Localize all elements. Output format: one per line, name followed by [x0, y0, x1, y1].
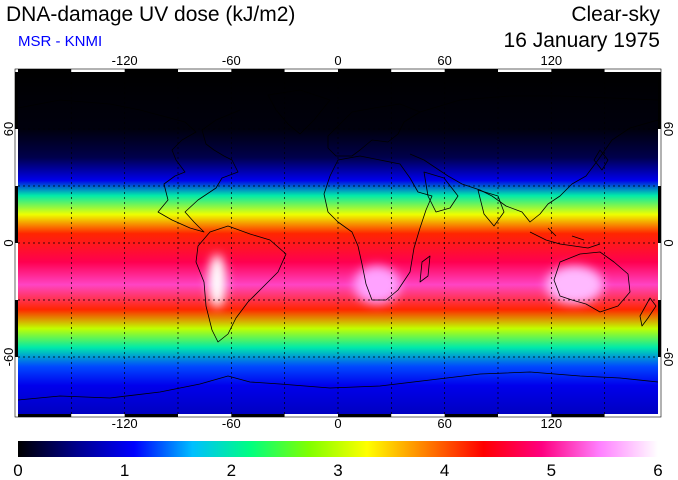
coastlines	[17, 89, 659, 401]
frame-band-left	[15, 129, 18, 186]
frame-band-top	[444, 69, 498, 72]
frame-band-bottom	[338, 414, 392, 417]
coast-africa	[323, 155, 433, 301]
frame-band-right	[658, 300, 661, 357]
lon-label-top: 120	[540, 53, 562, 68]
frame-band-bottom	[284, 414, 338, 417]
frame-band-bottom	[124, 414, 178, 417]
high-dose-patches	[208, 254, 603, 308]
coast-antarctica	[17, 371, 659, 401]
frame-band-bottom	[444, 414, 498, 417]
lat-label-right: -60	[661, 348, 676, 367]
frame-band-top	[604, 69, 658, 72]
frame-band-bottom	[604, 414, 658, 417]
frame-band-right	[658, 186, 661, 243]
map-subtitle: MSR - KNMI	[18, 33, 103, 50]
coast-australia	[553, 251, 631, 313]
colorbar-tick-3: 3	[333, 461, 342, 480]
lon-label-bottom: -60	[222, 416, 241, 431]
frame-band-top	[338, 69, 392, 72]
sky-condition-label: Clear-sky	[571, 3, 660, 26]
coast-greenland	[267, 89, 331, 135]
map-frame	[14, 68, 662, 418]
coast-japan	[593, 149, 609, 171]
coast-arabia	[423, 171, 459, 213]
frame-band-left	[15, 186, 18, 243]
lon-label-bottom: -120	[112, 416, 138, 431]
frame-band-top	[124, 69, 178, 72]
coast-asia	[409, 95, 659, 223]
latitude-labels-left: 60 0 -60	[1, 122, 16, 367]
patch-australia	[546, 265, 603, 304]
map-title: DNA-damage UV dose (kJ/m2)	[6, 3, 296, 26]
patch-southern-africa	[354, 265, 401, 304]
lat-label-left: -60	[1, 348, 16, 367]
lat-label-left: 60	[1, 122, 16, 136]
longitude-labels-top: -120 -60 0 60 120	[112, 53, 563, 68]
coast-europe	[327, 103, 421, 157]
frame-border	[14, 68, 662, 418]
coast-indonesia	[529, 227, 601, 249]
lat-label-left: 0	[1, 239, 16, 246]
frame-band-top	[231, 69, 285, 72]
frame-band-top	[551, 69, 605, 72]
frame-band-bottom	[18, 414, 72, 417]
frame-band-top	[498, 69, 552, 72]
coast-south-america	[195, 225, 287, 343]
date-label: 16 January 1975	[503, 29, 660, 52]
lon-label-top: 0	[334, 53, 341, 68]
colorbar-tick-5: 5	[547, 461, 556, 480]
colorbar-tick-0: 0	[13, 461, 22, 480]
frame-band-left	[15, 243, 18, 300]
frame-band-top	[71, 69, 125, 72]
frame-band-right	[658, 243, 661, 300]
frame-band-left	[15, 357, 18, 414]
frame-band-top	[284, 69, 338, 72]
lon-label-bottom: 0	[334, 416, 341, 431]
patch-andes-altiplano	[208, 254, 226, 308]
frame-band-bottom	[498, 414, 552, 417]
colorbar-tick-1: 1	[120, 461, 129, 480]
graticule-grid	[18, 72, 658, 414]
colorbar-tick-labels: 0 1 2 3 4 5 6	[13, 461, 662, 480]
frame-band-bottom	[178, 414, 232, 417]
frame-band-bottom	[391, 414, 445, 417]
frame-band-bottom	[71, 414, 125, 417]
colorbar	[18, 441, 658, 457]
lon-label-bottom: 120	[540, 416, 562, 431]
colorbar-tick-4: 4	[440, 461, 449, 480]
coast-india	[477, 189, 505, 227]
frame-band-top	[178, 69, 232, 72]
coast-north-america	[17, 99, 241, 233]
lon-label-top: 60	[437, 53, 451, 68]
lon-label-top: -120	[112, 53, 138, 68]
lon-label-top: -60	[222, 53, 241, 68]
frame-band-bottom	[231, 414, 285, 417]
colorbar-tick-2: 2	[227, 461, 236, 480]
frame-band-right	[658, 72, 661, 129]
frame-band-bottom	[551, 414, 605, 417]
frame-band-right	[658, 129, 661, 186]
frame-band-top	[18, 69, 72, 72]
lat-label-right: 60	[661, 122, 676, 136]
lat-label-right: 0	[661, 239, 676, 246]
colorbar-tick-6: 6	[653, 461, 662, 480]
frame-band-right	[658, 357, 661, 414]
lon-label-bottom: 60	[437, 416, 451, 431]
latitude-labels-right: 60 0 -60	[661, 122, 676, 367]
frame-band-left	[15, 72, 18, 129]
frame-band-top	[391, 69, 445, 72]
frame-band-left	[15, 300, 18, 357]
coast-new-zealand	[639, 297, 657, 327]
coast-madagascar	[419, 255, 431, 283]
longitude-labels-bottom: -120 -60 0 60 120	[112, 416, 563, 431]
